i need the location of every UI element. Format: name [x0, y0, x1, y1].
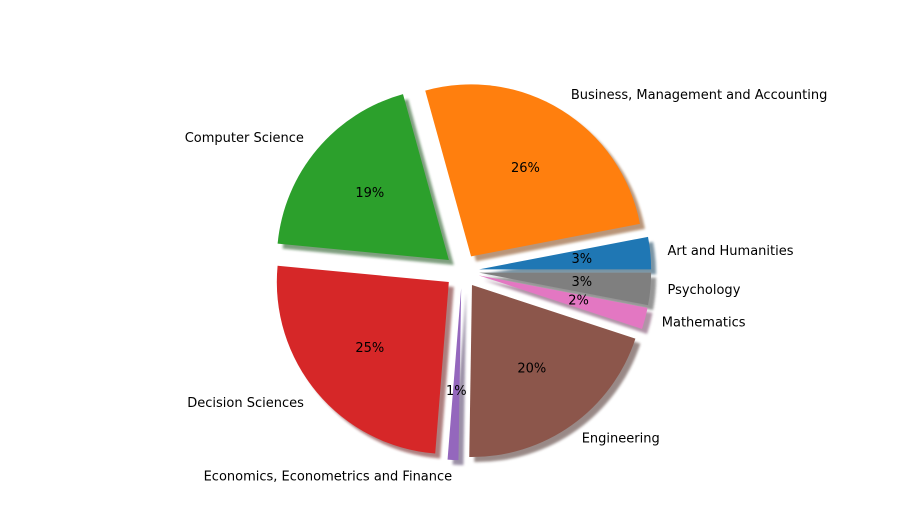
pie-slice-computer-science	[277, 94, 449, 260]
pie-slice-engineering	[469, 285, 636, 458]
pie-slice-art-and-humanities	[479, 236, 652, 270]
percent-label-art-and-humanities: 3%	[572, 252, 593, 267]
category-label-business-management-and-accounting: Business, Management and Accounting	[571, 88, 828, 103]
percent-label-business-management-and-accounting: 26%	[511, 161, 540, 176]
pie-slice-mathematics	[478, 275, 648, 329]
category-label-economics-econometrics-and-finance: Economics, Econometrics and Finance	[204, 470, 453, 485]
percent-label-economics-econometrics-and-finance: 1%	[446, 384, 467, 399]
percent-label-engineering: 20%	[517, 362, 546, 377]
percent-label-computer-science: 19%	[355, 186, 384, 201]
slice-shadow-mathematics	[483, 280, 653, 334]
label-layer: 3% Art and Humanities 26% Business, Managem…	[185, 88, 828, 485]
pie-slice-psychology	[479, 272, 652, 306]
slice-layer	[276, 84, 652, 461]
pie-slice-economics-econometrics-and-finance	[447, 288, 462, 461]
category-label-mathematics: Mathematics	[662, 315, 746, 330]
category-label-art-and-humanities: Art and Humanities	[667, 244, 793, 259]
pie-slice-business-management-and-accounting	[425, 84, 640, 257]
percent-label-mathematics: 2%	[568, 294, 589, 309]
pie-slice-decision-sciences	[276, 265, 449, 454]
category-label-decision-sciences: Decision Sciences	[187, 396, 304, 411]
category-label-engineering: Engineering	[582, 432, 660, 447]
percent-label-psychology: 3%	[572, 275, 593, 290]
category-label-psychology: Psychology	[667, 283, 740, 298]
percent-label-decision-sciences: 25%	[355, 341, 384, 356]
category-label-computer-science: Computer Science	[185, 131, 304, 146]
